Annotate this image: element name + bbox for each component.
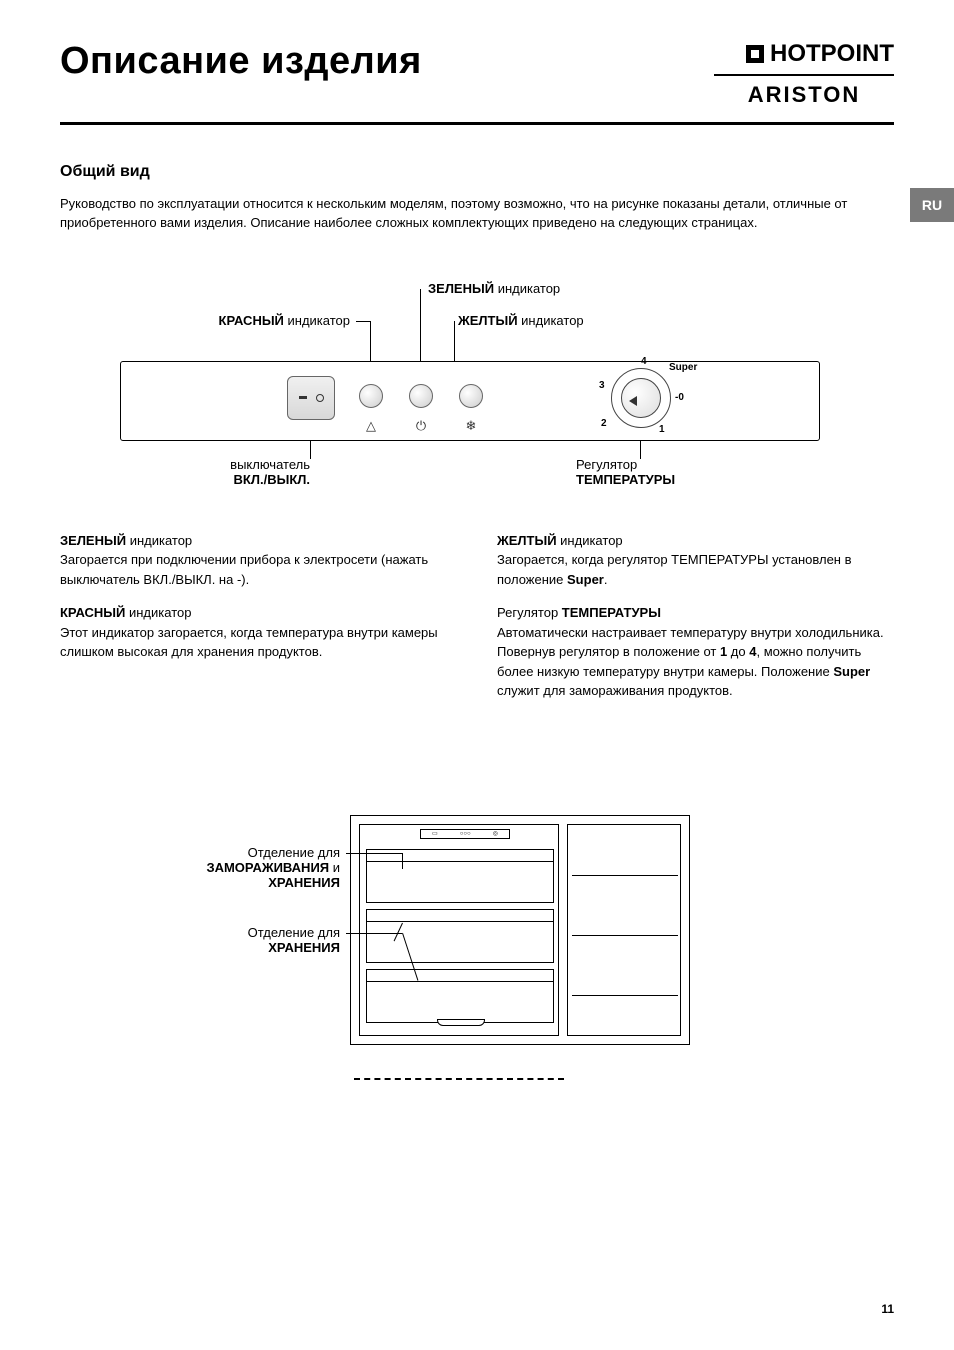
intro-text: Руководство по эксплуатации относится к … xyxy=(60,195,894,233)
green-desc: ЗЕЛЕНЫЙ индикатор Загорается при подключ… xyxy=(60,531,457,590)
power-icon: ⏻ xyxy=(416,418,426,434)
green-indicator-label: ЗЕЛЕНЫЙ индикатор xyxy=(428,281,560,296)
brand-icon xyxy=(746,45,764,63)
snowflake-icon: ❄ xyxy=(466,418,477,434)
fridge-door xyxy=(567,824,681,1036)
fridge-outline: ▭○○○◎ xyxy=(350,815,690,1045)
temperature-dial-icon: 4 Super 3 -0 2 1 xyxy=(611,368,671,428)
drawer-2 xyxy=(366,909,554,963)
temperature-label: Регулятор ТЕМПЕРАТУРЫ xyxy=(576,457,675,487)
power-switch-icon xyxy=(287,376,335,420)
storage-compartment-label: Отделение для ХРАНЕНИЯ xyxy=(140,925,340,955)
led-red-icon xyxy=(359,384,383,408)
section-title: Общий вид xyxy=(60,163,894,181)
left-column: ЗЕЛЕНЫЙ индикатор Загорается при подключ… xyxy=(60,531,457,715)
page-number: 11 xyxy=(881,1302,894,1316)
switch-label: выключатель ВКЛ./ВЫКЛ. xyxy=(180,457,310,487)
led-green-icon xyxy=(409,384,433,408)
red-indicator-label: КРАСНЫЙ индикатор xyxy=(190,313,350,328)
led-yellow-icon xyxy=(459,384,483,408)
freezing-compartment-label: Отделение для ЗАМОРАЖИВАНИЯ и ХРАНЕНИЯ xyxy=(140,845,340,890)
yellow-indicator-label: ЖЕЛТЫЙ индикатор xyxy=(458,313,584,328)
brand-logo: HOTPOINT ARISTON xyxy=(714,40,894,108)
warning-icon: △ xyxy=(366,418,376,434)
control-panel-diagram: ЗЕЛЕНЫЙ индикатор КРАСНЫЙ индикатор ЖЕЛТ… xyxy=(60,281,894,491)
fridge-body: ▭○○○◎ xyxy=(359,824,559,1036)
language-tab: RU xyxy=(910,188,954,222)
appliance-diagram: Отделение для ЗАМОРАЖИВАНИЯ и ХРАНЕНИЯ О… xyxy=(60,815,894,1075)
page-title: Описание изделия xyxy=(60,40,422,83)
right-column: ЖЕЛТЫЙ индикатор Загорается, когда регул… xyxy=(497,531,894,715)
header-divider xyxy=(60,122,894,125)
control-panel-box: △ ⏻ ❄ 4 Super 3 -0 2 1 xyxy=(120,361,820,441)
drawer-1 xyxy=(366,849,554,903)
red-desc: КРАСНЫЙ индикатор Этот индикатор загорае… xyxy=(60,603,457,662)
baseline-dashes xyxy=(354,1078,564,1080)
yellow-desc: ЖЕЛТЫЙ индикатор Загорается, когда регул… xyxy=(497,531,894,590)
mini-control-strip-icon: ▭○○○◎ xyxy=(420,829,510,839)
drawer-3 xyxy=(366,969,554,1023)
brand-bottom-text: ARISTON xyxy=(714,82,894,108)
temp-desc: Регулятор ТЕМПЕРАТУРЫ Автоматически наст… xyxy=(497,603,894,701)
brand-top-text: HOTPOINT xyxy=(770,40,894,68)
